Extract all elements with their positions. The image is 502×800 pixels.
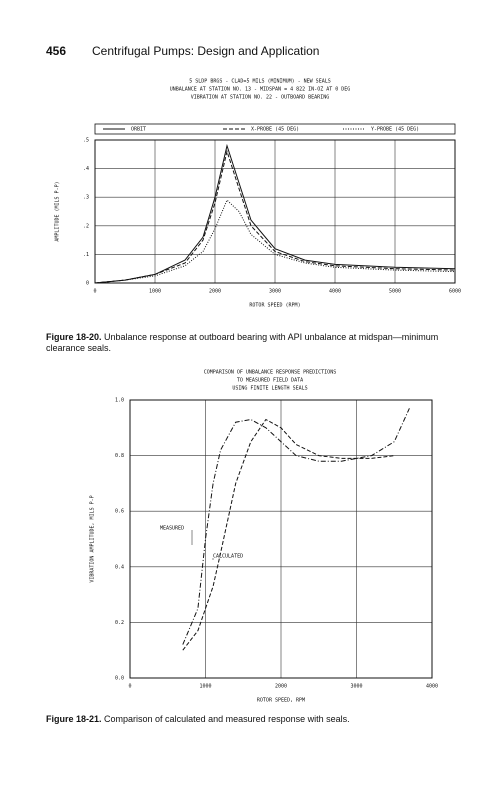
legend-frame <box>94 123 456 135</box>
x-tick-label: 2000 <box>209 289 221 295</box>
x-tick-label: 6000 <box>449 289 461 295</box>
legend-label: X-PROBE (45 DEG) <box>251 127 299 133</box>
x-axis-label: ROTOR SPEED, RPM <box>257 698 305 704</box>
x-axis-label: ROTOR SPEED (RPM) <box>249 303 300 309</box>
chart-title: VIBRATION AT STATION NO. 22 - OUTBOARD B… <box>191 95 329 101</box>
x-tick-label: 1000 <box>149 289 161 295</box>
y-tick-label: 0.0 <box>115 676 124 682</box>
legend-label: ORBIT <box>131 127 146 133</box>
x-tick-label: 3000 <box>350 684 362 690</box>
chart-title: 5 SLDP BRGS - CLAD=5 MILS (MINIMUM) - NE… <box>189 79 330 85</box>
annotation: MEASURED <box>160 526 184 532</box>
x-tick-label: 3000 <box>269 289 281 295</box>
annotation: CALCULATED <box>213 554 243 560</box>
caption-text: Comparison of calculated and measured re… <box>102 714 350 724</box>
figure-caption: Figure 18-20. Unbalance response at outb… <box>46 332 438 353</box>
x-tick-label: 0 <box>128 684 131 690</box>
figure-caption: Figure 18-21. Comparison of calculated a… <box>46 714 350 724</box>
y-tick-label: 0.6 <box>115 509 124 515</box>
series-line <box>182 418 395 651</box>
y-tick-label: .5 <box>83 138 89 144</box>
x-tick-label: 0 <box>93 289 96 295</box>
y-tick-label: 0.4 <box>115 564 124 570</box>
plot-frame <box>94 139 456 284</box>
y-axis-label: AMPLITUDE (MILS P-P) <box>55 181 61 241</box>
chart-title: USING FINITE LENGTH SEALS <box>232 386 307 392</box>
x-tick-label: 5000 <box>389 289 401 295</box>
series-line <box>94 149 456 284</box>
chart-title: TO MEASURED FIELD DATA <box>237 378 303 384</box>
caption-text: clearance seals. <box>46 343 111 353</box>
y-tick-label: .4 <box>83 166 89 172</box>
page-number: 456 <box>46 44 66 58</box>
y-tick-label: .2 <box>83 223 89 229</box>
chart-title: UNBALANCE AT STATION NO. 13 - MIDSPAN = … <box>170 87 351 93</box>
y-tick-label: .3 <box>83 195 89 201</box>
series-line <box>94 199 456 284</box>
y-tick-label: 1.0 <box>115 398 124 404</box>
y-axis-label: VIBRATION AMPLITUDE, MILS P-P <box>90 495 96 582</box>
plot-frame <box>129 399 433 679</box>
y-tick-label: 0.8 <box>115 453 124 459</box>
caption-label: Figure 18-20. <box>46 332 102 342</box>
x-tick-label: 4000 <box>329 289 341 295</box>
caption-label: Figure 18-21. <box>46 714 102 724</box>
x-tick-label: 1000 <box>199 684 211 690</box>
y-tick-label: 0.2 <box>115 620 124 626</box>
x-tick-label: 2000 <box>275 684 287 690</box>
series-line <box>182 408 410 645</box>
caption-text: Unbalance response at outboard bearing w… <box>102 332 439 342</box>
y-tick-label: 0 <box>86 281 89 287</box>
x-tick-label: 4000 <box>426 684 438 690</box>
running-head: Centrifugal Pumps: Design and Applicatio… <box>92 44 319 58</box>
chart-title: COMPARISON OF UNBALANCE RESPONSE PREDICT… <box>204 370 336 376</box>
y-tick-label: .1 <box>83 252 89 258</box>
legend-label: Y-PROBE (45 DEG) <box>371 127 419 133</box>
